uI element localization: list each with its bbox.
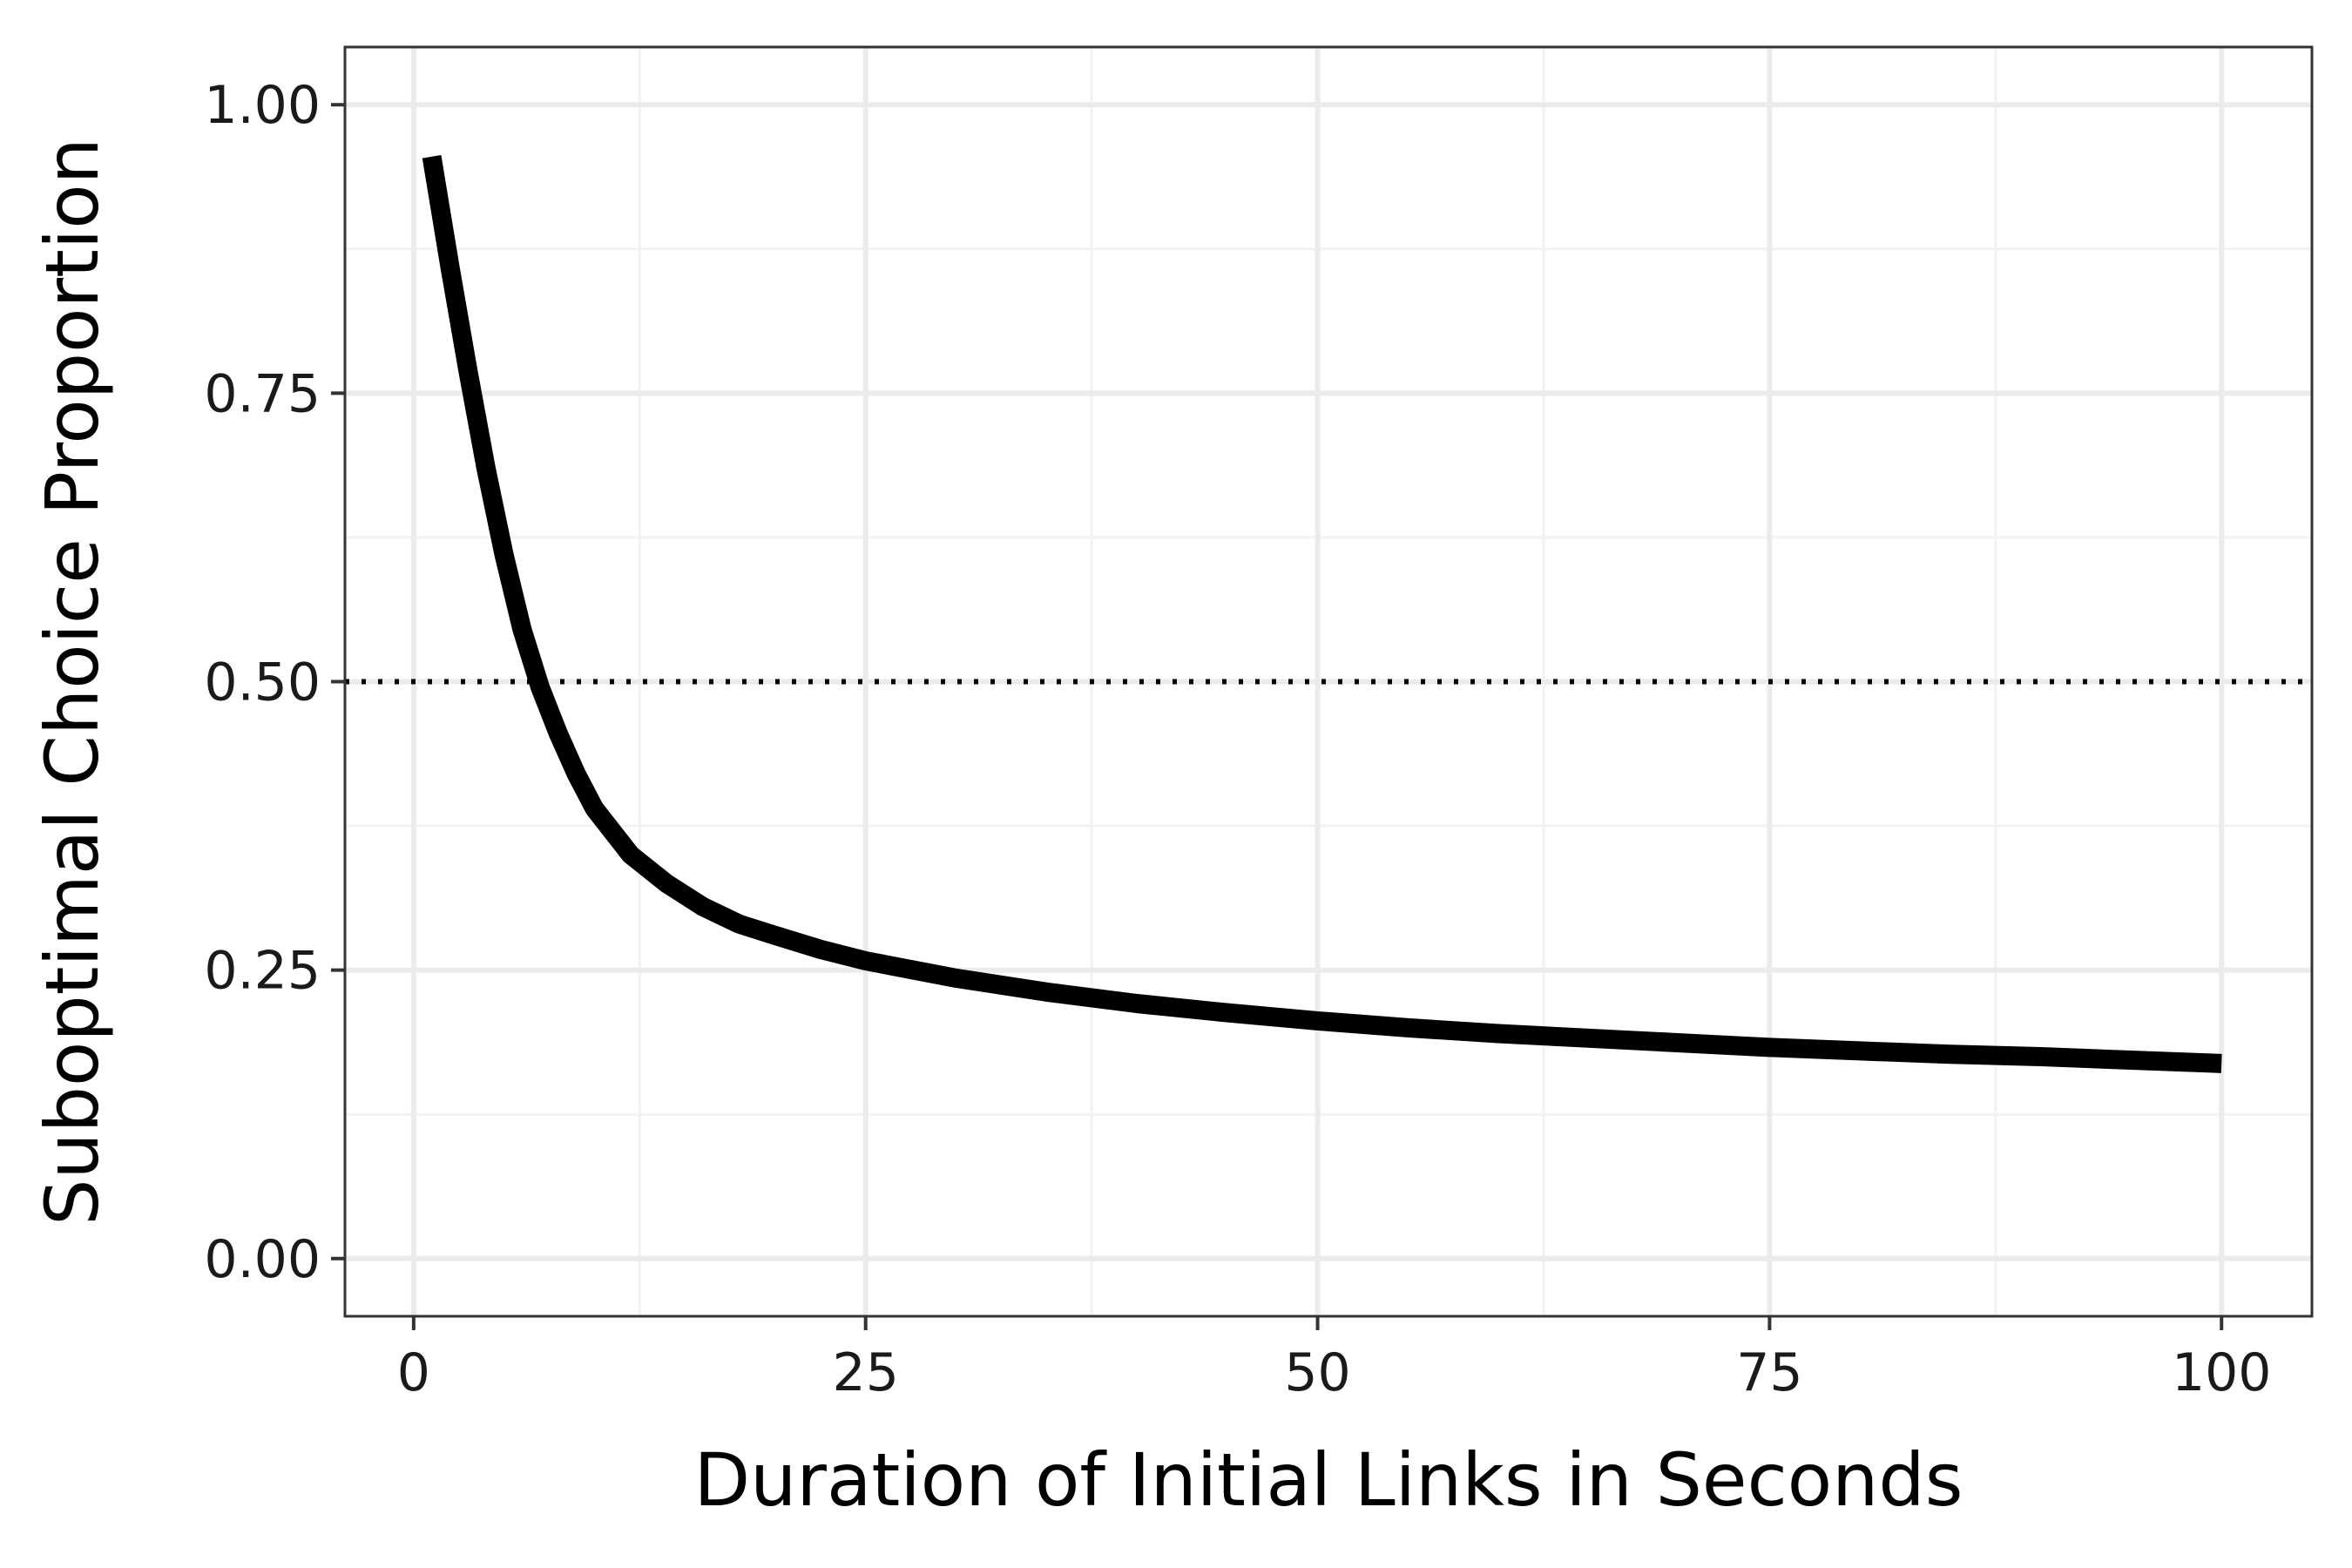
y-tick-label: 0.50 bbox=[204, 652, 321, 713]
x-tick-label: 100 bbox=[2172, 1342, 2272, 1403]
x-axis-title: Duration of Initial Links in Seconds bbox=[694, 1437, 1963, 1523]
x-tick-label: 25 bbox=[833, 1342, 899, 1403]
minor-gridlines bbox=[345, 47, 2312, 1316]
y-axis: 0.00 0.25 0.50 0.75 1.00 bbox=[204, 75, 345, 1290]
x-axis: 0 25 50 75 100 bbox=[397, 1316, 2272, 1403]
y-tick-label: 0.75 bbox=[204, 363, 321, 424]
data-series bbox=[422, 155, 2222, 1073]
y-axis-title: Suboptimal Choice Proportion bbox=[30, 138, 115, 1226]
major-gridlines bbox=[345, 47, 2312, 1316]
y-tick-label: 0.25 bbox=[204, 941, 321, 1002]
y-tick-label: 1.00 bbox=[204, 75, 321, 136]
x-tick-label: 75 bbox=[1736, 1342, 1802, 1403]
x-tick-label: 50 bbox=[1284, 1342, 1350, 1403]
y-tick-label: 0.00 bbox=[204, 1229, 321, 1290]
series-line-1 bbox=[422, 155, 2222, 1073]
x-tick-label: 0 bbox=[397, 1342, 430, 1403]
